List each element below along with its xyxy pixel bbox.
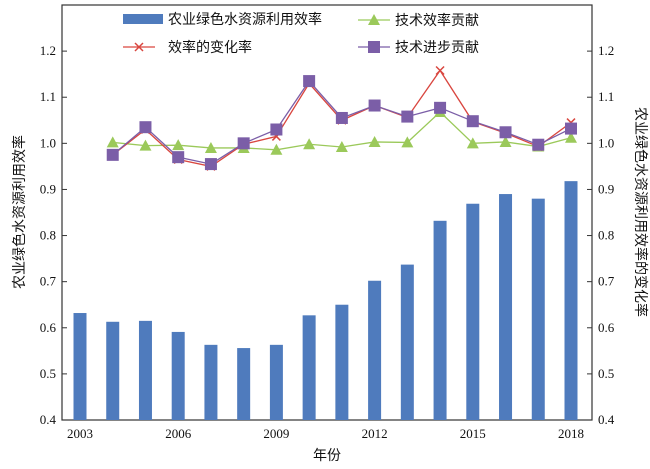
square-marker [466, 115, 479, 128]
x-tick-label: 2009 [263, 426, 289, 441]
y-tick-label-right: 0.5 [598, 366, 614, 381]
triangle-marker [106, 136, 119, 148]
y-tick-label-right: 0.7 [598, 274, 615, 289]
bar-2016 [499, 194, 513, 420]
square-marker [335, 111, 348, 124]
bar-2009 [269, 344, 283, 420]
legend-label: 效率的变化率 [168, 39, 252, 56]
triangle-marker [204, 141, 217, 153]
bar-2018 [564, 181, 578, 420]
x-tick-label: 2012 [362, 426, 388, 441]
y-tick-label-left: 0.9 [40, 181, 56, 196]
square-marker [237, 137, 250, 150]
y-tick-label-right: 0.4 [598, 412, 615, 427]
y-axis-label-right: 农业绿色水资源利用效率的变化率 [632, 107, 649, 317]
triangle-marker [172, 139, 185, 151]
triangle-marker [335, 141, 348, 153]
square-marker [499, 126, 512, 139]
square-marker [204, 158, 217, 171]
y-tick-label-left: 0.7 [40, 274, 57, 289]
triangle-marker [368, 135, 381, 147]
bar-2017 [531, 198, 545, 420]
square-marker [434, 101, 447, 114]
bar-2006 [171, 331, 185, 420]
triangle-marker [466, 137, 479, 149]
y-tick-label-left: 0.6 [40, 320, 57, 335]
bar-2015 [466, 203, 480, 420]
square-marker [565, 122, 577, 135]
plot-frame [61, 4, 593, 421]
bar-2008 [237, 348, 251, 420]
y-tick-label-right: 0.6 [598, 320, 615, 335]
square-marker [139, 121, 152, 134]
bar-2011 [335, 304, 349, 420]
triangle-marker [368, 14, 380, 25]
bar-2014 [433, 220, 447, 420]
triangle-marker [139, 139, 152, 151]
x-tick-label: 2006 [165, 426, 192, 441]
triangle-marker [565, 131, 577, 143]
square-marker [368, 99, 381, 112]
legend-label: 农业绿色水资源利用效率 [168, 11, 322, 28]
y-tick-label-right: 1.2 [598, 43, 614, 58]
y-axis-label-left: 农业绿色水资源利用效率 [11, 135, 28, 289]
bar-2003 [73, 313, 87, 420]
square-marker [368, 41, 380, 53]
x-tick-label: 2015 [460, 426, 486, 441]
y-tick-label-left: 1.1 [40, 89, 56, 104]
y-tick-label-left: 0.8 [40, 228, 56, 243]
square-marker [172, 151, 185, 164]
x-marker [134, 42, 144, 52]
y-tick-label-left: 0.4 [40, 412, 57, 427]
y-tick-label-right: 1.0 [598, 135, 614, 150]
x-axis-label: 年份 [313, 448, 341, 464]
square-marker [270, 123, 283, 136]
bar-2004 [106, 321, 120, 420]
y-tick-label-left: 0.5 [40, 366, 56, 381]
x-marker [435, 65, 445, 76]
bar-2010 [302, 315, 316, 420]
y-tick-label-right: 1.1 [598, 89, 614, 104]
y-tick-label-left: 1.2 [40, 43, 56, 58]
x-tick-label: 2003 [67, 426, 93, 441]
triangle-marker [499, 135, 512, 147]
legend-label: 技术效率贡献 [395, 12, 479, 29]
square-marker [532, 138, 545, 151]
legend-swatch-bars [123, 14, 163, 24]
legend-label: 技术进步贡献 [395, 40, 479, 56]
square-marker [303, 75, 316, 88]
square-marker [106, 148, 119, 161]
bar-2013 [400, 264, 414, 420]
bar-2005 [138, 320, 152, 420]
y-tick-label-right: 0.8 [598, 228, 614, 243]
bar-2007 [204, 344, 218, 420]
triangle-marker [303, 138, 316, 150]
triangle-marker [401, 136, 414, 148]
y-tick-label-left: 1.0 [40, 135, 56, 150]
y-tick-label-right: 0.9 [598, 181, 614, 196]
square-marker [401, 110, 414, 123]
x-tick-label: 2018 [558, 426, 584, 441]
triangle-marker [270, 143, 283, 155]
bar-2012 [368, 280, 382, 420]
